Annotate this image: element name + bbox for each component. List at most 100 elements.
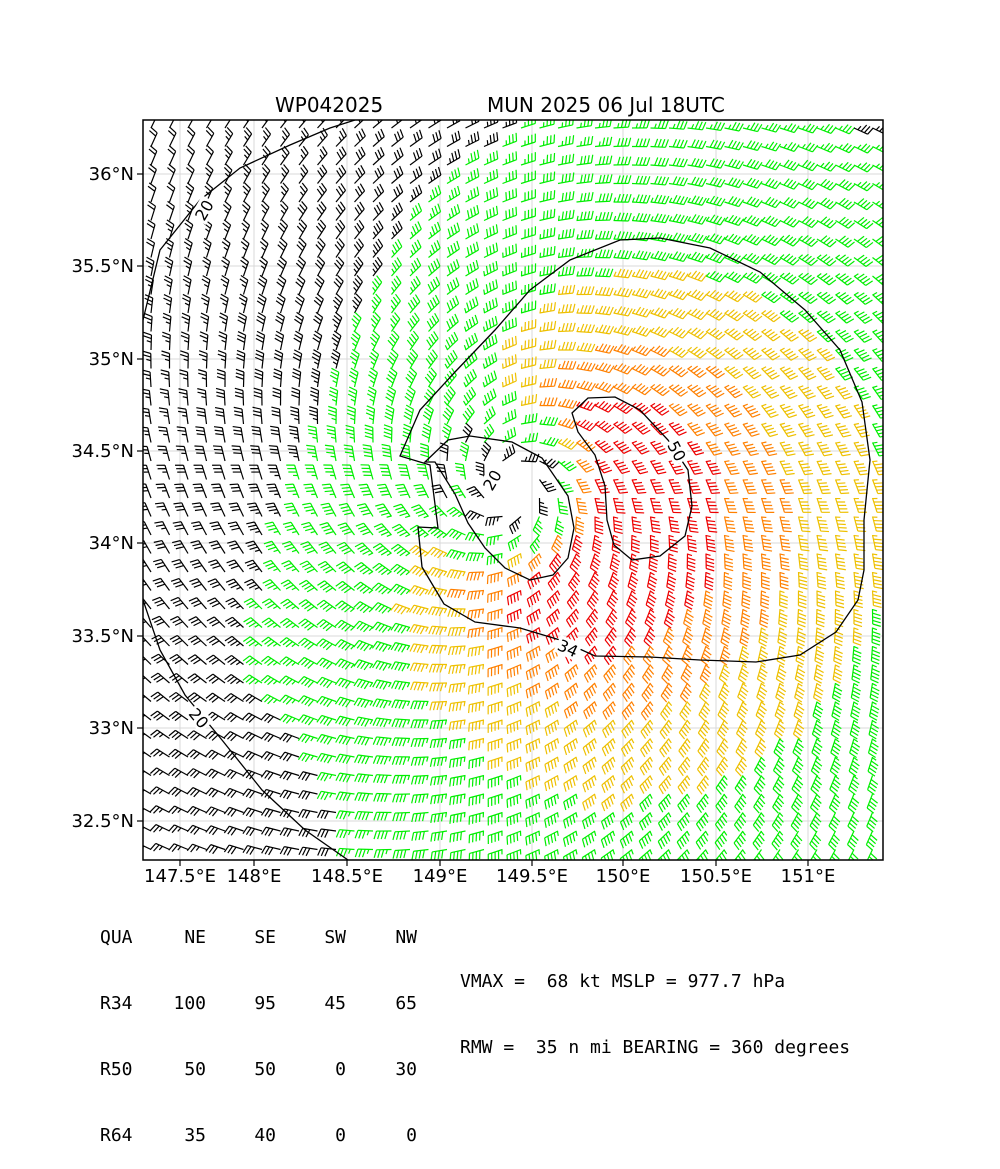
- wind-barb-icon: [261, 733, 280, 742]
- wind-barb-icon: [336, 562, 354, 574]
- wind-barb-icon: [705, 572, 714, 590]
- wind-barb-icon: [184, 257, 192, 276]
- wind-barb-icon: [166, 220, 174, 239]
- wind-barb-icon: [224, 183, 232, 202]
- wind-barb-icon: [780, 273, 799, 284]
- wind-barb-icon: [753, 831, 764, 850]
- lat-label: 35.5°N: [71, 256, 134, 277]
- wind-barb-icon: [679, 739, 690, 758]
- wind-barb-icon: [449, 665, 466, 675]
- wind-barb-icon: [570, 554, 581, 573]
- wind-barb-icon: [503, 207, 517, 221]
- row-label: R64: [100, 1125, 140, 1147]
- wind-barb-icon: [178, 408, 188, 424]
- wind-barb-icon: [262, 599, 280, 609]
- wind-barb-icon: [688, 309, 707, 320]
- wind-barb-icon: [725, 348, 744, 360]
- wind-barb-icon: [355, 830, 373, 838]
- wind-barb-icon: [223, 201, 231, 220]
- wind-barb-icon: [463, 423, 472, 442]
- rmw-bearing-line: RMW = 35 n mi BEARING = 360 degrees: [460, 1037, 850, 1059]
- wind-barb-icon: [587, 591, 598, 610]
- wind-barb-icon: [151, 711, 170, 720]
- wind-barb-icon: [338, 523, 355, 535]
- wind-barb-icon: [558, 323, 575, 332]
- wind-barb-icon: [466, 187, 479, 202]
- wind-barb-icon: [430, 739, 447, 749]
- wind-barb-icon: [873, 349, 890, 362]
- wind-barb-icon: [258, 275, 267, 294]
- wind-barb-icon: [725, 442, 741, 455]
- wind-barb-icon: [392, 258, 402, 276]
- wind-barb-icon: [632, 288, 651, 298]
- wind-barb-icon: [349, 368, 358, 387]
- wind-barb-icon: [262, 827, 281, 836]
- wind-barb-icon: [266, 503, 281, 516]
- wind-barb-icon: [725, 498, 738, 512]
- wind-barb-icon: [701, 646, 711, 665]
- wind-barb-icon: [133, 654, 151, 665]
- wind-barb-icon: [798, 591, 806, 609]
- wind-barb-icon: [429, 626, 447, 635]
- wind-barb-icon: [243, 846, 262, 855]
- wind-barb-icon: [873, 330, 891, 343]
- wind-barb-icon: [584, 665, 596, 683]
- wind-barb-icon: [355, 129, 366, 147]
- wind-barb-icon: [623, 683, 635, 702]
- wind-barb-icon: [194, 446, 206, 461]
- wind-barb-icon: [317, 600, 336, 611]
- wind-barb-icon: [632, 517, 642, 534]
- wind-barb-icon: [231, 465, 244, 479]
- wind-barb-icon: [706, 442, 722, 455]
- wind-barb-icon: [216, 388, 225, 405]
- wind-barb-icon: [873, 144, 892, 153]
- wind-barb-icon: [558, 498, 568, 514]
- wind-barb-icon: [762, 329, 781, 341]
- wind-barb-icon: [243, 637, 262, 646]
- wind-barb-icon: [206, 769, 225, 778]
- wind-barb-icon: [484, 243, 498, 258]
- wind-barb-icon: [540, 209, 555, 221]
- row-label: R34: [100, 993, 140, 1015]
- wind-barb-icon: [247, 503, 262, 516]
- wind-barb-icon: [206, 845, 225, 854]
- wind-barb-icon: [410, 605, 429, 615]
- wind-barb-icon: [688, 158, 707, 167]
- wind-barb-icon: [333, 312, 342, 331]
- wind-barb-icon: [743, 272, 762, 283]
- wind-barb-icon: [214, 427, 225, 443]
- wind-barb-icon: [698, 720, 709, 739]
- wind-barb-icon: [483, 389, 496, 406]
- wind-barb-icon: [836, 480, 850, 494]
- wind-barb-icon: [688, 498, 701, 513]
- wind-barb-icon: [762, 310, 781, 321]
- lon-label: 150°E: [596, 866, 651, 887]
- wind-barb-icon: [595, 325, 614, 334]
- wind-barb-icon: [873, 572, 883, 589]
- wind-barb-icon: [393, 504, 410, 517]
- wind-barb-icon: [503, 244, 517, 258]
- wind-barb-field: [132, 109, 892, 869]
- wind-barb-icon: [577, 460, 595, 473]
- wind-barb-icon: [212, 465, 225, 479]
- wind-barb-icon: [568, 572, 579, 591]
- wind-barb-icon: [868, 757, 878, 776]
- wind-barb-icon: [854, 554, 865, 570]
- wind-barb-icon: [354, 582, 373, 593]
- wind-barb-icon: [202, 276, 210, 295]
- wind-barb-icon: [427, 331, 438, 350]
- wind-barb-icon: [257, 313, 266, 332]
- wind-barb-icon: [392, 203, 403, 221]
- wind-barb-icon: [651, 327, 670, 338]
- wind-barb-icon: [280, 847, 299, 856]
- wind-barb-icon: [269, 446, 281, 461]
- wind-barb-icon: [565, 665, 578, 682]
- wind-barb-icon: [465, 511, 484, 520]
- wind-barb-icon: [410, 644, 428, 653]
- wind-barb-icon: [386, 368, 396, 387]
- wind-barb-icon: [632, 157, 650, 165]
- wind-barb-icon: [298, 638, 317, 649]
- wind-barb-icon: [836, 274, 855, 286]
- wind-barb-icon: [410, 185, 422, 202]
- wind-barb-icon: [651, 403, 670, 415]
